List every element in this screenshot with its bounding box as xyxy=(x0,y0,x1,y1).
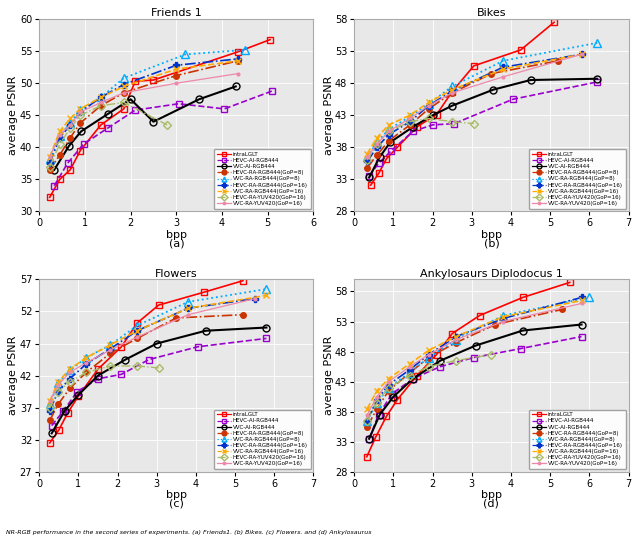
Text: (b): (b) xyxy=(483,238,499,249)
Y-axis label: average PSNR: average PSNR xyxy=(8,76,19,155)
X-axis label: bpp: bpp xyxy=(481,490,502,500)
Title: Flowers: Flowers xyxy=(155,268,198,279)
Text: (a): (a) xyxy=(168,238,184,249)
Text: (c): (c) xyxy=(169,499,184,509)
Y-axis label: average PSNR: average PSNR xyxy=(324,336,333,415)
X-axis label: bpp: bpp xyxy=(166,230,187,240)
Legend: intraLGLT, HEVC-AI-RGB444, VVC-AI-RGB444, HEVC-RA-RGB444(GoP=8), VVC-RA-RGB444(G: intraLGLT, HEVC-AI-RGB444, VVC-AI-RGB444… xyxy=(214,149,310,209)
Y-axis label: average PSNR: average PSNR xyxy=(8,336,19,415)
Legend: intraLGLT, HEVC-AI-RGB444, VVC-AI-RGB444, HEVC-RA-RGB444(GoP=8), VVC-RA-RGB444(G: intraLGLT, HEVC-AI-RGB444, VVC-AI-RGB444… xyxy=(529,409,626,469)
X-axis label: bpp: bpp xyxy=(166,490,187,500)
Legend: intraLGLT, HEVC-AI-RGB444, VVC-AI-RGB444, HEVC-RA-RGB444(GoP=8), VVC-RA-RGB444(G: intraLGLT, HEVC-AI-RGB444, VVC-AI-RGB444… xyxy=(529,149,626,209)
Title: Bikes: Bikes xyxy=(477,8,506,18)
Title: Ankylosaurs Diplodocus 1: Ankylosaurs Diplodocus 1 xyxy=(420,268,563,279)
Title: Friends 1: Friends 1 xyxy=(151,8,202,18)
Text: NR-RGB performance in the second series of experiments. (a) Friends1. (b) Bikes.: NR-RGB performance in the second series … xyxy=(6,530,372,535)
Text: (d): (d) xyxy=(483,499,499,509)
Y-axis label: average PSNR: average PSNR xyxy=(324,76,333,155)
X-axis label: bpp: bpp xyxy=(481,230,502,240)
Legend: intraLGLT, HEVC-AI-RGB444, VVC-AI-RGB444, HEVC-RA-RGB444(GoP=8), VVC-RA-RGB444(G: intraLGLT, HEVC-AI-RGB444, VVC-AI-RGB444… xyxy=(214,409,310,469)
